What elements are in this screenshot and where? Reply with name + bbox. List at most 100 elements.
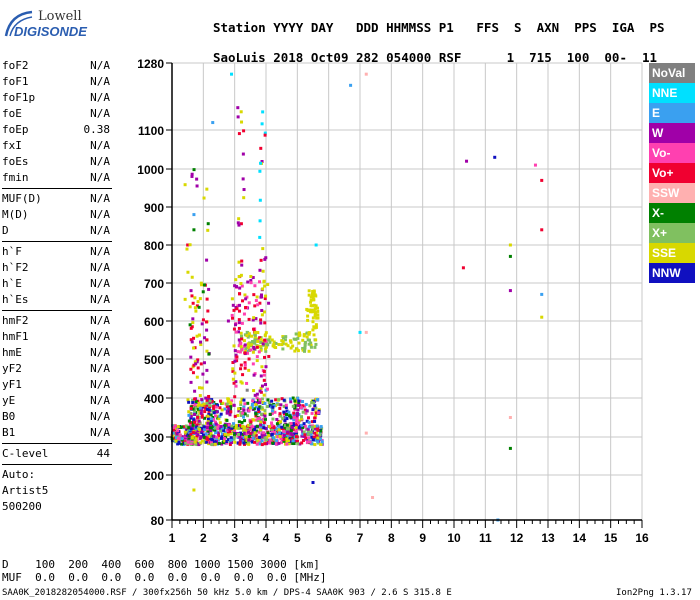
echo-point xyxy=(190,436,194,440)
echo-point xyxy=(226,399,230,403)
echo-point xyxy=(191,428,195,432)
echo-point xyxy=(219,436,223,440)
echo-point xyxy=(247,409,251,413)
echo-point xyxy=(206,309,210,313)
echo-point xyxy=(297,426,301,430)
echo-point xyxy=(284,439,288,443)
echo-point xyxy=(199,340,203,344)
param-row: yF2 N/A xyxy=(2,361,112,377)
echo-point xyxy=(200,427,204,431)
echo-point xyxy=(263,442,267,446)
echo-point xyxy=(209,413,213,417)
echo-point xyxy=(249,343,253,347)
param-row: foF1 N/A xyxy=(2,74,112,90)
data-point xyxy=(270,338,274,342)
echo-point xyxy=(303,346,307,350)
echo-point xyxy=(238,439,242,443)
y-tick-label: 300 xyxy=(144,431,164,445)
echo-point xyxy=(210,442,214,446)
echo-point xyxy=(230,426,234,430)
echo-point xyxy=(237,426,241,430)
data-point xyxy=(461,266,465,270)
echo-point xyxy=(198,333,202,337)
echo-point xyxy=(259,337,263,341)
echo-point xyxy=(241,434,245,438)
echo-point xyxy=(279,403,283,407)
echo-point xyxy=(249,334,253,338)
legend-item: Vo+ xyxy=(649,163,695,183)
echo-point xyxy=(306,416,310,420)
echo-point xyxy=(256,419,260,423)
echo-point xyxy=(242,405,246,409)
echo-point xyxy=(233,371,237,375)
echo-point xyxy=(253,428,257,432)
echo-point xyxy=(267,338,271,342)
echo-point xyxy=(202,402,206,406)
param-row: B0 N/A xyxy=(2,409,112,425)
echo-point xyxy=(310,411,314,415)
echo-point xyxy=(230,399,234,403)
echo-point xyxy=(231,422,235,426)
echo-point xyxy=(303,408,307,412)
param-value: N/A xyxy=(90,261,110,274)
echo-point xyxy=(313,307,317,311)
echo-point xyxy=(259,420,263,424)
echo-point xyxy=(239,222,243,226)
echo-point xyxy=(301,346,305,350)
echo-point xyxy=(296,442,300,446)
echo-point xyxy=(198,421,202,425)
echo-point xyxy=(310,420,314,424)
echo-point xyxy=(245,430,249,434)
echo-point xyxy=(206,426,210,430)
echo-point xyxy=(309,298,313,302)
y-tick-label: 200 xyxy=(144,469,164,483)
param-row: fxI N/A xyxy=(2,138,112,154)
echo-point xyxy=(217,441,221,445)
echo-point xyxy=(241,373,245,377)
echo-point xyxy=(289,431,293,435)
echo-point xyxy=(189,416,193,420)
echo-point xyxy=(229,441,233,445)
echo-point xyxy=(263,284,267,288)
echo-point xyxy=(301,426,305,430)
echo-point xyxy=(246,401,250,405)
echo-point xyxy=(259,374,263,378)
param-row: hmE N/A xyxy=(2,345,112,361)
echo-point xyxy=(201,372,205,376)
x-tick-label: 5 xyxy=(294,531,301,545)
echo-point xyxy=(314,325,318,329)
param-value: N/A xyxy=(90,330,110,343)
data-point xyxy=(349,83,353,87)
echo-point xyxy=(316,313,320,317)
echo-point xyxy=(258,398,262,402)
echo-point xyxy=(211,416,215,420)
echo-point xyxy=(247,333,251,337)
echo-point xyxy=(265,438,269,442)
echo-point xyxy=(263,334,267,338)
echo-point xyxy=(239,345,243,349)
echo-point xyxy=(207,352,211,356)
echo-point xyxy=(234,278,238,282)
data-point xyxy=(364,330,368,334)
data-point xyxy=(192,213,196,217)
echo-point xyxy=(199,437,203,441)
echo-point xyxy=(203,410,207,414)
param-row: foEp 0.38 xyxy=(2,122,112,138)
echo-point xyxy=(272,426,276,430)
echo-point xyxy=(283,418,287,422)
echo-point xyxy=(216,427,220,431)
echo-point xyxy=(303,340,307,344)
echo-point xyxy=(193,389,197,393)
header-values: SaoLuis 2018 Oct09 282 054000 RSF 1 715 … xyxy=(213,35,657,65)
echo-point xyxy=(191,398,195,402)
param-value: N/A xyxy=(90,293,110,306)
echo-point xyxy=(286,427,290,431)
data-point xyxy=(258,235,262,239)
echo-point xyxy=(190,275,194,279)
echo-point xyxy=(278,430,282,434)
echo-point xyxy=(214,405,218,409)
echo-point xyxy=(259,341,263,345)
echo-point xyxy=(307,332,311,336)
echo-point xyxy=(227,427,231,431)
echo-point xyxy=(237,407,241,411)
